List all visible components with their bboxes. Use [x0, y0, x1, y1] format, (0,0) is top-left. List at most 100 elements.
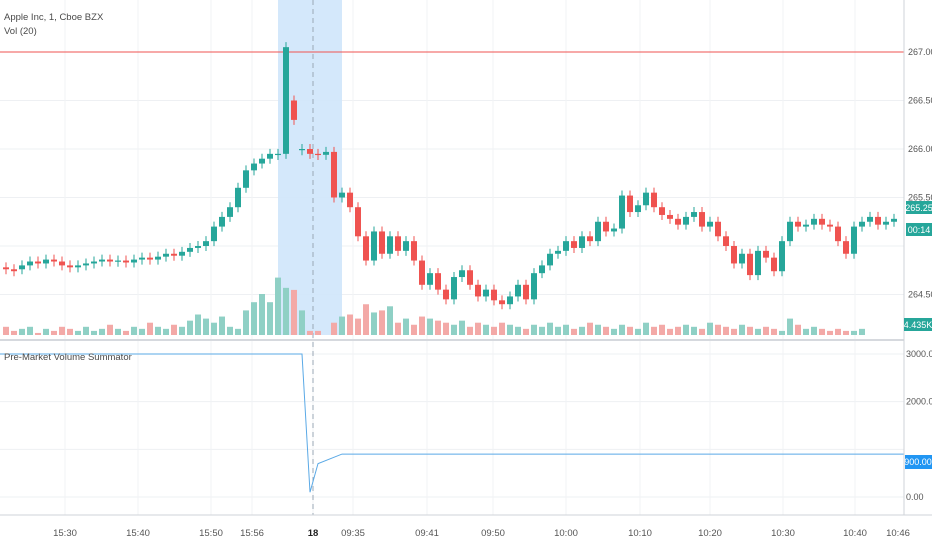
volume-bar: [771, 328, 777, 335]
candle: [619, 195, 625, 229]
indicator-line: [0, 353, 904, 493]
candle: [651, 192, 657, 208]
candle: [211, 226, 217, 242]
volume-bar: [259, 294, 265, 335]
countdown-badge: 00:14: [906, 223, 932, 236]
volume-bar: [91, 330, 97, 335]
volume-bar: [251, 302, 257, 335]
volume-legend[interactable]: Vol (20): [4, 26, 37, 37]
candle: [11, 269, 17, 272]
volume-bar: [123, 330, 129, 335]
candle: [203, 241, 209, 246]
volume-bar: [523, 328, 529, 335]
volume-bar: [659, 324, 665, 335]
volume-bar: [491, 326, 497, 335]
candle: [667, 214, 673, 219]
volume-bar: [83, 326, 89, 335]
volume-bar: [291, 289, 297, 335]
volume-bar: [483, 324, 489, 335]
candle: [251, 163, 257, 171]
candle: [83, 263, 89, 266]
time-axis-label: 15:30: [53, 528, 77, 539]
time-axis-label: 09:41: [415, 528, 439, 539]
volume-bar: [3, 326, 9, 335]
volume-bar: [299, 310, 305, 335]
price-axis[interactable]: 267.00 266.50 266.00 265.50 264.50: [908, 47, 932, 300]
volume-bar: [67, 328, 73, 335]
candle: [779, 241, 785, 272]
price-tick-label: 267.00: [908, 47, 932, 57]
last-price-value: 265.25: [905, 203, 932, 213]
volume-bar: [603, 326, 609, 335]
candle: [275, 153, 281, 156]
candle: [611, 228, 617, 232]
candle: [507, 296, 513, 305]
volume-bar: [835, 328, 841, 335]
candle: [291, 100, 297, 120]
volume-bar: [395, 322, 401, 335]
time-axis[interactable]: 15:30 15:40 15:50 15:56 18 09:35 09:41 09:50 10:…: [53, 528, 910, 539]
candle: [643, 192, 649, 206]
candle: [763, 250, 769, 258]
volume-bar: [427, 318, 433, 335]
indicator-axis[interactable]: 3000.00 2000.00 0.00: [906, 349, 932, 502]
time-axis-label: 10:30: [771, 528, 795, 539]
candle: [563, 241, 569, 251]
candle: [795, 221, 801, 227]
symbol-legend[interactable]: Apple Inc, 1, Cboe BZX: [4, 12, 104, 23]
time-axis-label: 15:40: [126, 528, 150, 539]
candle: [187, 247, 193, 252]
candle: [347, 192, 353, 208]
volume-bar: [331, 322, 337, 335]
volume-bar: [171, 324, 177, 335]
indicator-tick-label: 2000.00: [906, 397, 932, 407]
time-axis-label: 15:50: [199, 528, 223, 539]
candle: [587, 236, 593, 242]
candle: [235, 187, 241, 208]
volume-bar: [275, 277, 281, 335]
volume-bar: [227, 326, 233, 335]
volume-bar: [547, 322, 553, 335]
candle: [571, 241, 577, 248]
candlesticks[interactable]: [3, 42, 897, 310]
volume-bar: [595, 324, 601, 335]
volume-bar: [99, 328, 105, 335]
last-price-badge: 265.25: [905, 201, 932, 214]
volume-bar: [627, 326, 633, 335]
candle: [699, 212, 705, 227]
candle: [451, 277, 457, 300]
time-axis-label: 09:35: [341, 528, 365, 539]
volume-bar: [115, 328, 121, 335]
volume-bar: [731, 328, 737, 335]
candle: [163, 253, 169, 257]
candle: [299, 149, 305, 151]
time-axis-label: 10:00: [554, 528, 578, 539]
candle: [755, 250, 761, 276]
candle: [195, 246, 201, 248]
candle: [675, 218, 681, 225]
volume-bar: [779, 330, 785, 335]
time-axis-label: 15:56: [240, 528, 264, 539]
volume-bar: [443, 322, 449, 335]
volume-bar: [643, 322, 649, 335]
volume-bar: [763, 326, 769, 335]
volume-bar: [211, 322, 217, 335]
candle: [147, 257, 153, 260]
volume-bar: [107, 324, 113, 335]
volume-bar: [267, 302, 273, 335]
volume-bar: [163, 328, 169, 335]
volume-bar: [611, 328, 617, 335]
indicator-legend[interactable]: Pre-Market Volume Summator: [4, 352, 132, 363]
volume-bar: [803, 328, 809, 335]
candle: [883, 221, 889, 225]
indicator-tick-label: 0.00: [906, 492, 924, 502]
volume-bar: [179, 326, 185, 335]
volume-bar: [27, 326, 33, 335]
volume-bar: [315, 330, 321, 335]
candle: [499, 300, 505, 305]
candle: [891, 218, 897, 222]
time-axis-label: 10:40: [843, 528, 867, 539]
volume-bar: [195, 314, 201, 335]
candle: [635, 205, 641, 213]
